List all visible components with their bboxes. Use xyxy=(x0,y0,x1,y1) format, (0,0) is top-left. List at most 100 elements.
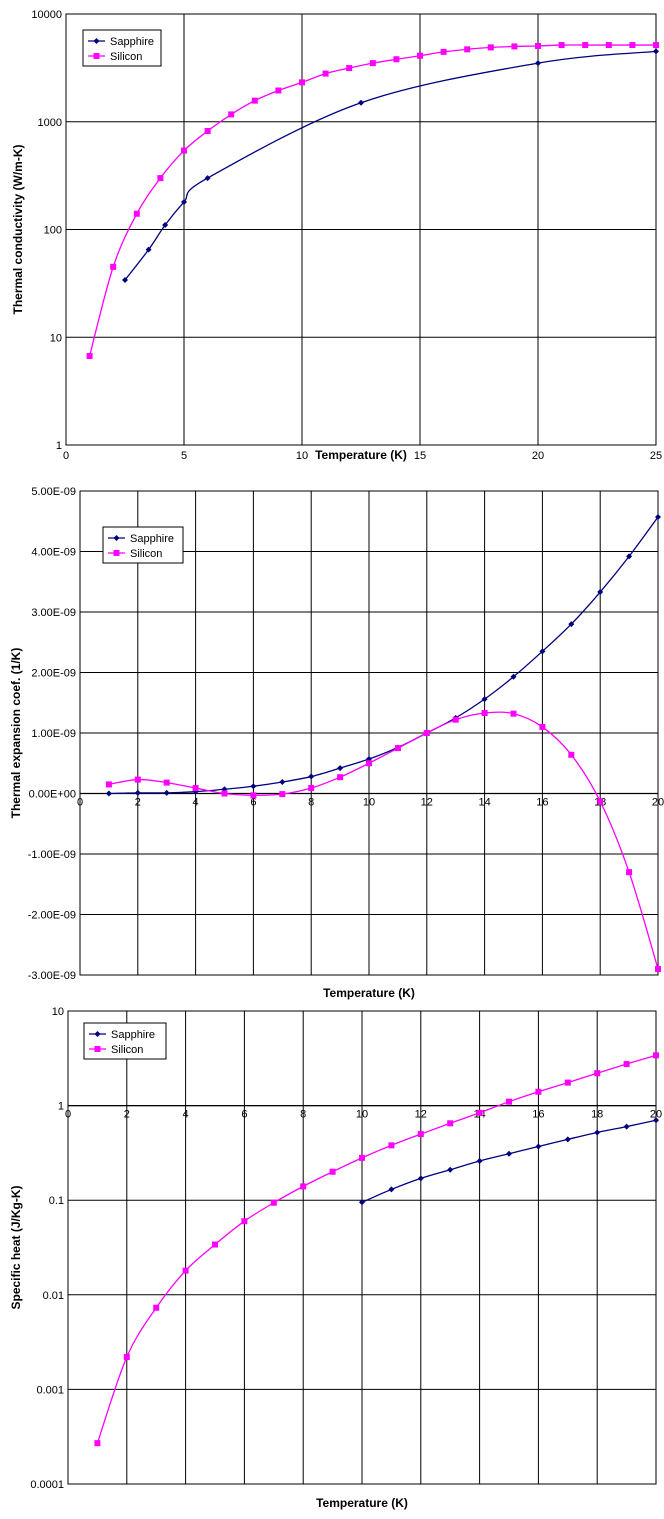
y-tick-label: 1 xyxy=(58,1101,64,1113)
data-point xyxy=(366,760,372,767)
data-point xyxy=(241,1218,248,1225)
data-point xyxy=(564,1079,571,1086)
data-point xyxy=(329,1168,336,1175)
data-point xyxy=(629,42,636,49)
data-point xyxy=(653,48,659,55)
data-point xyxy=(535,1088,542,1095)
y-tick-label: 4.00E-09 xyxy=(31,547,76,559)
x-tick-label: 16 xyxy=(532,1109,544,1121)
data-point xyxy=(417,52,423,59)
data-point xyxy=(308,773,315,780)
x-tick-label: 0 xyxy=(63,450,69,462)
data-point xyxy=(594,1129,601,1136)
data-point xyxy=(153,1304,160,1311)
x-tick-label: 10 xyxy=(296,450,308,462)
x-tick-label: 12 xyxy=(415,1109,427,1121)
data-point xyxy=(105,781,112,788)
data-point xyxy=(181,147,187,154)
y-tick-label: 0.1 xyxy=(49,1195,64,1207)
data-point xyxy=(279,791,286,798)
legend-marker xyxy=(93,53,100,59)
data-point xyxy=(388,1142,395,1149)
y-axis-title: Thermal expansion coef. (1/K) xyxy=(9,648,23,819)
data-point xyxy=(182,1267,189,1274)
data-point xyxy=(204,128,211,135)
data-point xyxy=(558,42,565,49)
data-point xyxy=(481,710,488,717)
data-point xyxy=(134,789,141,796)
data-point xyxy=(337,774,344,781)
data-point xyxy=(394,745,401,752)
legend-label-silicon: Silicon xyxy=(110,51,142,63)
data-point xyxy=(388,1186,395,1193)
data-point xyxy=(476,1157,483,1164)
data-point xyxy=(358,99,364,106)
data-point xyxy=(535,1143,542,1150)
data-point xyxy=(251,97,258,104)
legend-label-sapphire: Sapphire xyxy=(110,36,154,48)
data-point xyxy=(623,1123,630,1130)
x-tick-label: 5 xyxy=(181,450,187,462)
data-point xyxy=(476,1109,483,1116)
x-tick-label: 2 xyxy=(135,797,141,809)
x-tick-label: 0 xyxy=(65,1109,71,1121)
y-tick-label: 1 xyxy=(56,440,62,452)
data-point xyxy=(299,79,305,86)
data-point xyxy=(337,765,344,772)
x-tick-label: 2 xyxy=(124,1109,130,1121)
data-point xyxy=(564,1136,571,1143)
data-point xyxy=(594,1070,601,1077)
y-tick-label: 0.00E+00 xyxy=(29,789,76,801)
data-point xyxy=(122,276,128,283)
x-tick-label: 20 xyxy=(650,1109,662,1121)
data-point xyxy=(181,198,187,205)
data-point xyxy=(300,1183,307,1190)
data-point xyxy=(655,965,661,972)
data-point xyxy=(464,46,471,53)
data-point xyxy=(597,798,604,805)
data-point xyxy=(535,42,541,49)
data-point xyxy=(626,553,633,560)
data-point xyxy=(582,42,589,49)
data-point xyxy=(308,785,315,792)
data-point xyxy=(653,42,659,49)
x-tick-label: 4 xyxy=(183,1109,189,1121)
data-point xyxy=(653,1117,659,1124)
legend-marker xyxy=(94,1031,101,1037)
y-axis-title: Specific heat (J/Kg-K) xyxy=(9,1185,23,1309)
y-tick-label: 100 xyxy=(44,225,62,237)
series-markers-sapphire xyxy=(122,48,659,283)
x-tick-label: 12 xyxy=(421,797,433,809)
data-point xyxy=(417,1175,424,1182)
legend: Sapphire Silicon xyxy=(82,29,162,67)
x-tick-label: 6 xyxy=(241,1109,247,1121)
data-point xyxy=(623,1061,630,1068)
legend-marker xyxy=(93,38,100,44)
legend-box xyxy=(83,1022,167,1060)
x-tick-label: 14 xyxy=(478,797,490,809)
data-point xyxy=(440,48,447,55)
data-point xyxy=(134,776,141,783)
data-point xyxy=(204,175,211,182)
legend-label-sapphire: Sapphire xyxy=(130,533,174,545)
series-markers-silicon xyxy=(105,710,661,972)
series-markers-silicon xyxy=(94,1052,659,1447)
series-markers-silicon xyxy=(86,42,659,359)
y-tick-label: -1.00E-09 xyxy=(28,849,76,861)
data-point xyxy=(163,779,170,786)
data-point xyxy=(322,70,329,77)
legend-marker xyxy=(113,535,120,541)
x-tick-label: 16 xyxy=(536,797,548,809)
y-tick-label: 1000 xyxy=(38,117,62,129)
legend-label-sapphire: Sapphire xyxy=(111,1029,155,1041)
x-axis-title: Temperature (K) xyxy=(315,448,407,462)
legend-label-silicon: Silicon xyxy=(130,548,162,560)
x-axis-title: Temperature (K) xyxy=(316,1496,408,1510)
data-point xyxy=(228,111,235,118)
y-tick-label: 5.00E-09 xyxy=(31,486,76,498)
data-point xyxy=(346,65,353,72)
data-point xyxy=(655,514,661,521)
y-tick-label: -3.00E-09 xyxy=(28,970,76,982)
data-point xyxy=(275,87,282,94)
data-point xyxy=(452,716,459,723)
